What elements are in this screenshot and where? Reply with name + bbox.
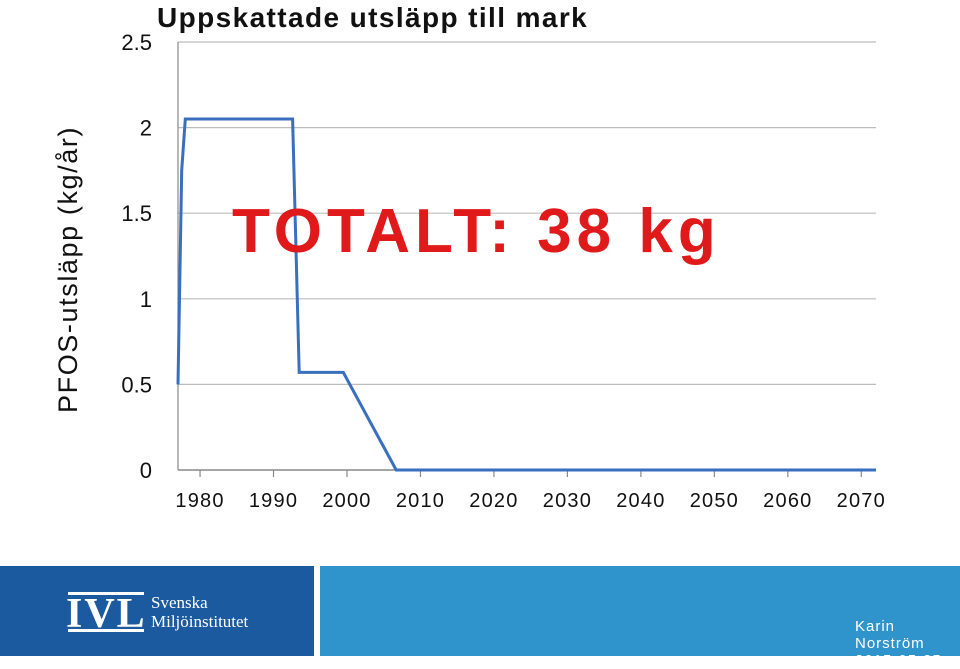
x-tick-label: 1990 [249, 490, 298, 512]
chart: 0 0.5 1 1.5 2 2.5 1980 1990 2000 2010 2020 2030 204… [53, 2, 886, 512]
y-tick-label: 2 [140, 116, 152, 141]
ivl-logo: IVL [66, 591, 147, 637]
x-tick-label: 2040 [616, 490, 665, 512]
y-tick-labels: 0 0.5 1 1.5 2 2.5 [121, 30, 152, 483]
x-tick-label: 2010 [396, 490, 445, 512]
x-tick-label: 2060 [763, 490, 812, 512]
x-tick-label: 1980 [175, 490, 224, 512]
y-tick-label: 0.5 [121, 372, 152, 397]
x-tick-label: 2020 [469, 490, 518, 512]
footer-logo-panel: IVL Svenska Miljöinstitutet [0, 566, 314, 656]
x-tick-label: 2000 [322, 490, 371, 512]
y-tick-label: 2.5 [121, 30, 152, 55]
x-tick-label: 2030 [543, 490, 592, 512]
footer-credit-panel: Karin Norström 2015-05-25 [320, 566, 960, 669]
series-layer [176, 117, 876, 472]
logo-text-svenska: Svenska [151, 593, 208, 612]
chart-title: Uppskattade utsläpp till mark [157, 2, 588, 33]
author-date-credit: Karin Norström 2015-05-25 [855, 618, 942, 669]
logo-text-miljoinstitutet: Miljöinstitutet [151, 612, 249, 631]
y-axis-label: PFOS-utsläpp (kg/år) [53, 126, 83, 413]
y-tick-label: 1.5 [121, 201, 152, 226]
x-tick-labels: 1980 1990 2000 2010 2020 2030 2040 2050 2060 2070 [175, 490, 886, 512]
logo-rule-top [68, 592, 144, 595]
emissions-line [176, 117, 876, 472]
logo-rule-bottom [68, 629, 144, 632]
x-tick-label: 2070 [837, 490, 886, 512]
x-tick-label: 2050 [690, 490, 739, 512]
total-annotation: TOTALT: 38 kg [232, 197, 721, 266]
y-tick-label: 1 [140, 287, 152, 312]
footer-bar: IVL Svenska Miljöinstitutet Karin Norstr… [0, 566, 960, 669]
y-tick-label: 0 [140, 458, 152, 483]
